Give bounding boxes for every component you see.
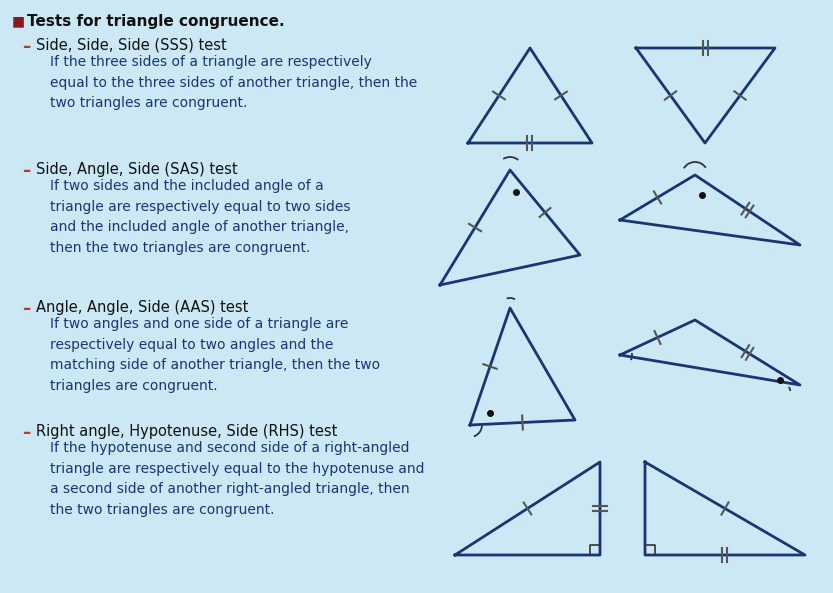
Text: Tests for triangle congruence.: Tests for triangle congruence. [27,14,285,29]
Text: –: – [22,300,30,318]
Text: If two sides and the included angle of a
triangle are respectively equal to two : If two sides and the included angle of a… [50,179,351,255]
Text: Side, Side, Side (SSS) test: Side, Side, Side (SSS) test [36,38,227,53]
Text: Side, Angle, Side (SAS) test: Side, Angle, Side (SAS) test [36,162,237,177]
Text: If the hypotenuse and second side of a right-angled
triangle are respectively eq: If the hypotenuse and second side of a r… [50,441,425,517]
Text: Right angle, Hypotenuse, Side (RHS) test: Right angle, Hypotenuse, Side (RHS) test [36,424,337,439]
Text: –: – [22,162,30,180]
Text: If two angles and one side of a triangle are
respectively equal to two angles an: If two angles and one side of a triangle… [50,317,380,393]
Text: –: – [22,38,30,56]
Text: Angle, Angle, Side (AAS) test: Angle, Angle, Side (AAS) test [36,300,248,315]
Text: –: – [22,424,30,442]
Text: ■: ■ [12,14,25,28]
Text: If the three sides of a triangle are respectively
equal to the three sides of an: If the three sides of a triangle are res… [50,55,417,110]
